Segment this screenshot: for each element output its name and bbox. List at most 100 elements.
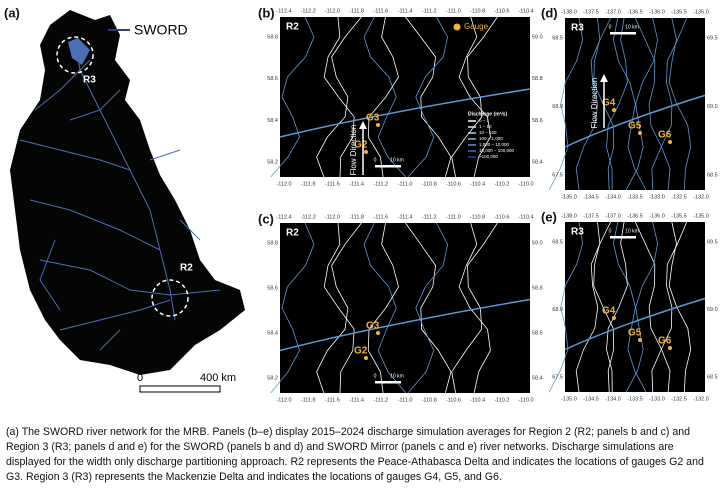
map-panel (548, 221, 706, 393)
y-tick-label: 68.5 (707, 374, 718, 380)
main-river (279, 298, 531, 352)
main-river (279, 88, 531, 138)
x-tick-label: -110.6 (494, 214, 509, 220)
y-tick-label: 59.0 (532, 34, 543, 40)
legend-item: 10 – 100 (479, 130, 497, 135)
map-panel (548, 17, 706, 191)
legend-item: 10,000 – 100,000 (479, 148, 515, 153)
x-tick-label: -138.0 (561, 9, 577, 15)
y-tick-label: 58.8 (267, 34, 278, 40)
panel-label: (d) (541, 5, 558, 20)
gauge (376, 123, 380, 127)
river (575, 221, 611, 393)
river (606, 221, 628, 393)
x-tick-label: -112.0 (325, 214, 340, 220)
scale-label: 0 (137, 372, 143, 384)
x-tick-label: -134.5 (583, 194, 599, 200)
x-tick-label: -134.0 (605, 194, 621, 200)
x-tick-label: -135.0 (561, 396, 577, 402)
panel-a: (a) SWORD R3 R2 0 400 km (4, 5, 245, 393)
x-tick-label: -135.0 (693, 9, 709, 15)
scale-label: 0 (609, 228, 612, 234)
x-tick-label: -136.5 (627, 9, 643, 15)
river (405, 16, 452, 178)
y-tick-label: 58.6 (267, 76, 278, 82)
x-tick-label: -111.0 (398, 397, 413, 403)
panel-label: (a) (4, 5, 20, 20)
map-panel (270, 16, 531, 178)
x-tick-label: -111.6 (325, 397, 340, 403)
y-tick-label: 69.0 (707, 104, 718, 110)
legend-gauge (453, 23, 461, 31)
x-tick-label: -110.8 (422, 181, 437, 187)
gauge (612, 108, 616, 112)
river (367, 16, 399, 178)
x-tick-label: -110.4 (470, 181, 485, 187)
river (651, 17, 688, 191)
gauge-label: G5 (628, 328, 642, 339)
x-tick-label: -112.4 (276, 214, 291, 220)
scale-label: 400 km (200, 372, 236, 384)
river (363, 16, 407, 178)
y-tick-label: 67.5 (552, 374, 563, 380)
y-tick-label: 67.5 (552, 172, 563, 178)
region-label: R3 (571, 23, 584, 34)
y-tick-label: 58.2 (267, 375, 278, 381)
x-tick-label: -134.0 (605, 396, 621, 402)
x-tick-label: -110.2 (494, 397, 509, 403)
gauge (364, 150, 368, 154)
main-river (564, 297, 706, 351)
scale-label: 10 km (390, 373, 404, 379)
scale-bar (375, 165, 401, 168)
river (270, 222, 315, 394)
scale-bar (610, 32, 636, 35)
gauge (668, 346, 672, 350)
region-label: R2 (286, 22, 299, 33)
x-tick-label: -137.5 (583, 213, 599, 219)
panel-label: (c) (258, 211, 274, 226)
rivers (19, 39, 221, 351)
river (548, 221, 584, 393)
x-tick-label: -136.5 (627, 213, 643, 219)
region-label: R2 (180, 263, 193, 274)
r2-circle (151, 279, 189, 317)
y-tick-label: 68.5 (707, 172, 718, 178)
x-tick-label: -135.0 (561, 194, 577, 200)
legend-item: 0 – 1 (479, 118, 490, 123)
river (651, 221, 688, 393)
x-tick-label: -137.0 (605, 213, 621, 219)
river (625, 221, 659, 393)
river (634, 17, 671, 191)
river (606, 17, 628, 191)
y-tick-label: 58.2 (267, 159, 278, 165)
river (323, 222, 355, 394)
x-tick-label: -112.0 (276, 181, 291, 187)
y-tick-label: 68.5 (552, 239, 563, 245)
legend-text: SWORD (134, 22, 188, 38)
x-tick-label: -112.2 (301, 214, 316, 220)
flow-arrowhead (600, 74, 608, 82)
river (458, 222, 491, 394)
gauge (376, 331, 380, 335)
x-tick-label: -110.8 (470, 8, 485, 14)
x-tick-label: -110.6 (446, 397, 461, 403)
flow-label: Flow Direction (349, 125, 358, 176)
river (407, 222, 449, 394)
river (323, 16, 355, 178)
basin (10, 10, 245, 375)
x-tick-label: -110.0 (518, 181, 533, 187)
x-tick-label: -135.0 (693, 213, 709, 219)
x-tick-label: -110.2 (494, 181, 509, 187)
y-tick-label: 58.4 (532, 375, 543, 381)
x-tick-label: -112.0 (276, 397, 291, 403)
region-label: R3 (571, 227, 584, 238)
gauge-label: G5 (628, 121, 642, 132)
y-tick-label: 58.8 (532, 76, 543, 82)
scale-label: 10 km (625, 24, 639, 30)
x-tick-label: -134.5 (583, 396, 599, 402)
x-tick-label: -111.8 (349, 8, 364, 14)
y-tick-label: 68.0 (552, 307, 563, 313)
flow-label: Flow Direction (590, 78, 599, 129)
x-tick-label: -111.8 (301, 397, 316, 403)
y-tick-label: 69.5 (707, 35, 718, 41)
